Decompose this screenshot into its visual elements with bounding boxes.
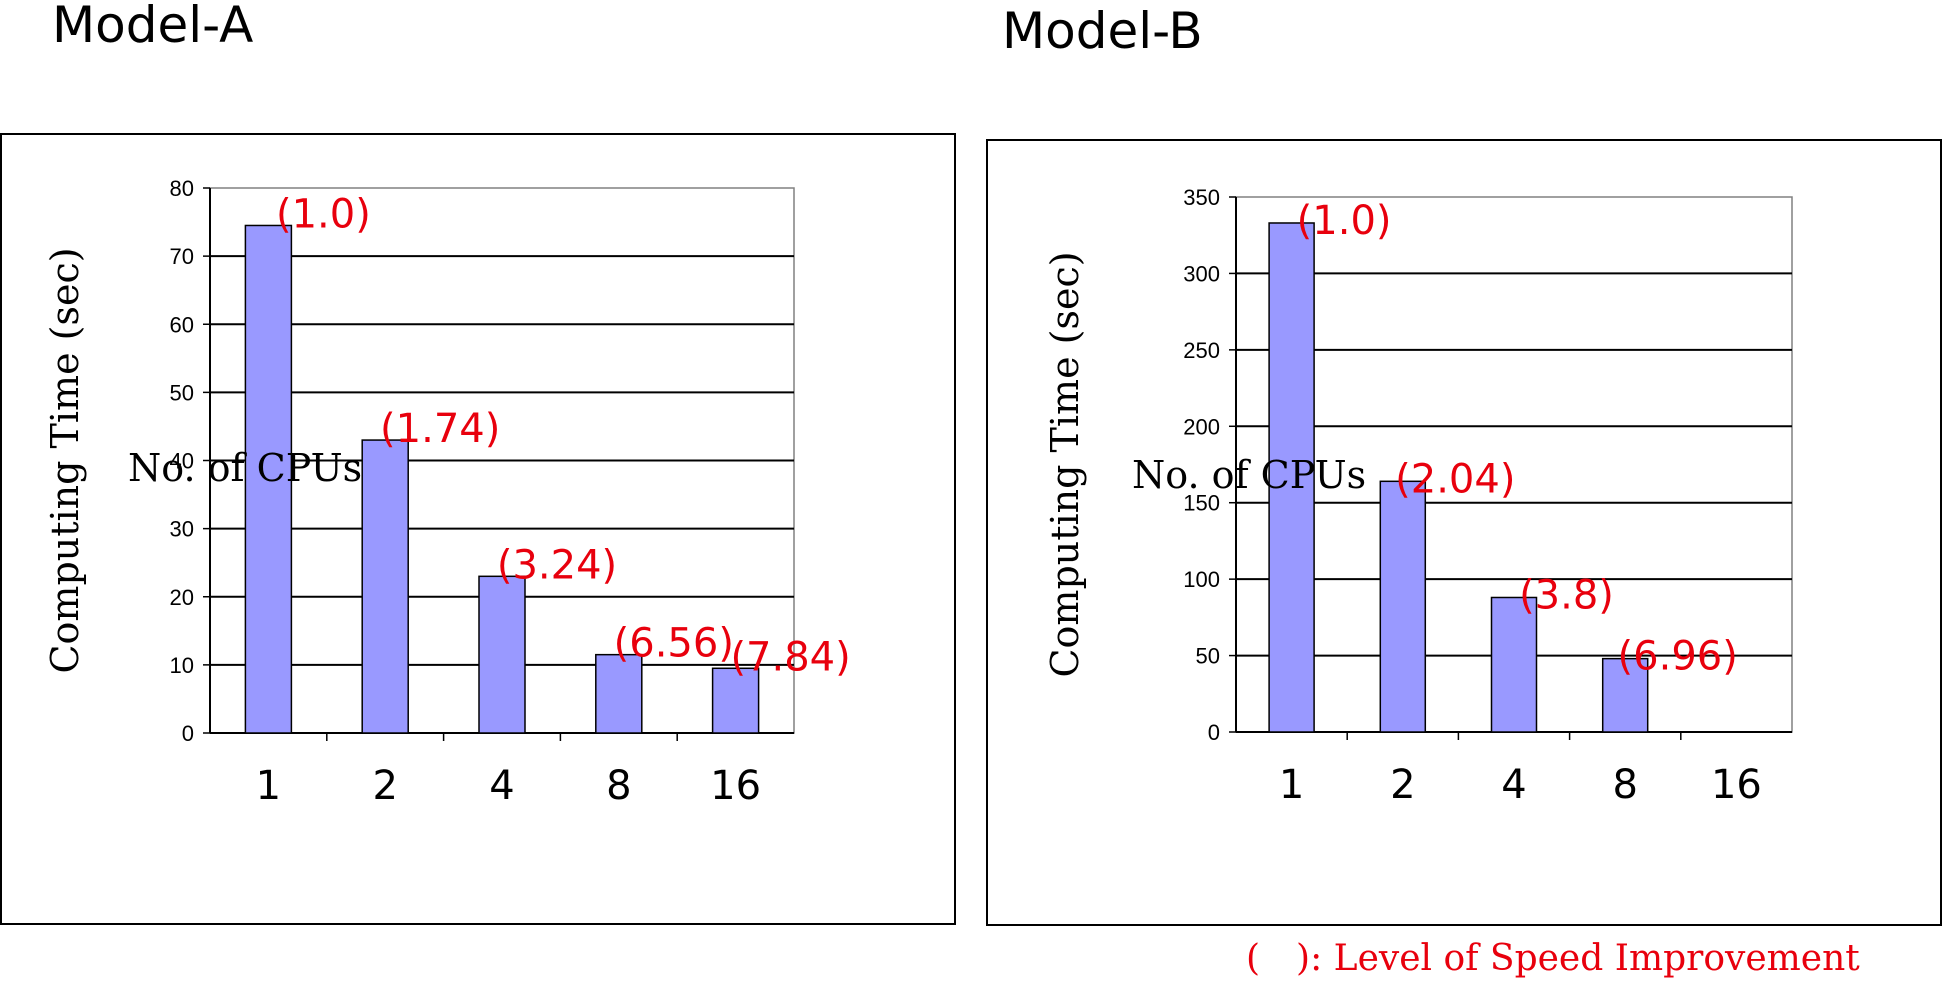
y-tick-label: 300: [1183, 261, 1220, 286]
data-label: (6.96): [1618, 634, 1738, 680]
y-tick-label: 80: [170, 176, 194, 201]
data-label: (3.8): [1519, 572, 1614, 618]
y-tick-label: 10: [170, 653, 194, 678]
data-label: (1.0): [1297, 198, 1392, 244]
y-tick-label: 250: [1183, 338, 1220, 363]
y-tick-label: 0: [1208, 720, 1220, 745]
data-label: (7.84): [730, 634, 850, 680]
bar: [711, 667, 760, 734]
x-category-label: 2: [1390, 762, 1415, 808]
y-tick-label: 50: [1196, 644, 1220, 669]
bar: [1601, 657, 1649, 733]
bar: [361, 439, 409, 734]
chart-title-model-b: Model-B: [1002, 2, 1203, 60]
y-axis-label: Computing Time (sec): [43, 247, 87, 673]
bar: [1268, 222, 1315, 733]
chart-panel-model-a: 0 10 20 30 40 50 60 70 80 (1.0) 1 (1.74) 2 (3.24) 4 (6.…: [0, 133, 956, 925]
y-tick-label: 20: [170, 585, 194, 610]
y-tick-label: 0: [182, 721, 194, 746]
y-tick-label: 100: [1183, 567, 1220, 592]
x-axis-label: No. of CPUs: [128, 446, 362, 490]
x-category-label: 1: [256, 763, 281, 809]
bar: [244, 224, 293, 734]
x-category-label: 8: [606, 763, 631, 809]
y-tick-label: 200: [1183, 414, 1220, 439]
x-axis-label: No. of CPUs: [1132, 453, 1366, 497]
x-category-label: 4: [1501, 762, 1526, 808]
data-label: (6.56): [614, 621, 734, 667]
y-tick-label: 150: [1183, 491, 1220, 516]
bar-chart-model-b: 0 50 100 150 200 250 300 350 (1.0) 1 (2.04) 2 (3.8) 4…: [1043, 185, 1793, 808]
y-tick-label: 50: [170, 380, 194, 405]
bar: [1490, 596, 1538, 733]
bar: [478, 575, 526, 734]
data-label: (2.04): [1395, 456, 1515, 502]
x-category-label: 2: [372, 763, 397, 809]
x-category-label: 16: [710, 763, 761, 809]
y-tick-label: 70: [170, 244, 194, 269]
y-tick-label: 60: [170, 312, 194, 337]
x-category-label: 8: [1612, 762, 1637, 808]
chart-panel-model-b: 0 50 100 150 200 250 300 350 (1.0) 1 (2.04) 2 (3.8) 4…: [986, 139, 1942, 926]
speed-improvement-legend: ( ): Level of Speed Improvement: [1246, 938, 1860, 979]
chart-title-model-a: Model-A: [52, 0, 254, 54]
y-tick-label: 40: [170, 449, 194, 474]
x-category-label: 4: [489, 763, 514, 809]
y-tick-label: 30: [170, 517, 194, 542]
data-label: (3.24): [497, 542, 617, 588]
x-category-label: 1: [1279, 762, 1304, 808]
bar: [1379, 480, 1427, 733]
y-axis-label: Computing Time (sec): [1043, 251, 1087, 677]
y-tick-label: 350: [1183, 185, 1220, 210]
data-label: (1.0): [276, 191, 371, 237]
bar: [595, 653, 643, 734]
x-category-label: 16: [1711, 762, 1762, 808]
bar-chart-model-a: 0 10 20 30 40 50 60 70 80 (1.0) 1 (1.74) 2 (3.24) 4 (6.…: [43, 176, 851, 809]
data-label: (1.74): [380, 406, 500, 452]
